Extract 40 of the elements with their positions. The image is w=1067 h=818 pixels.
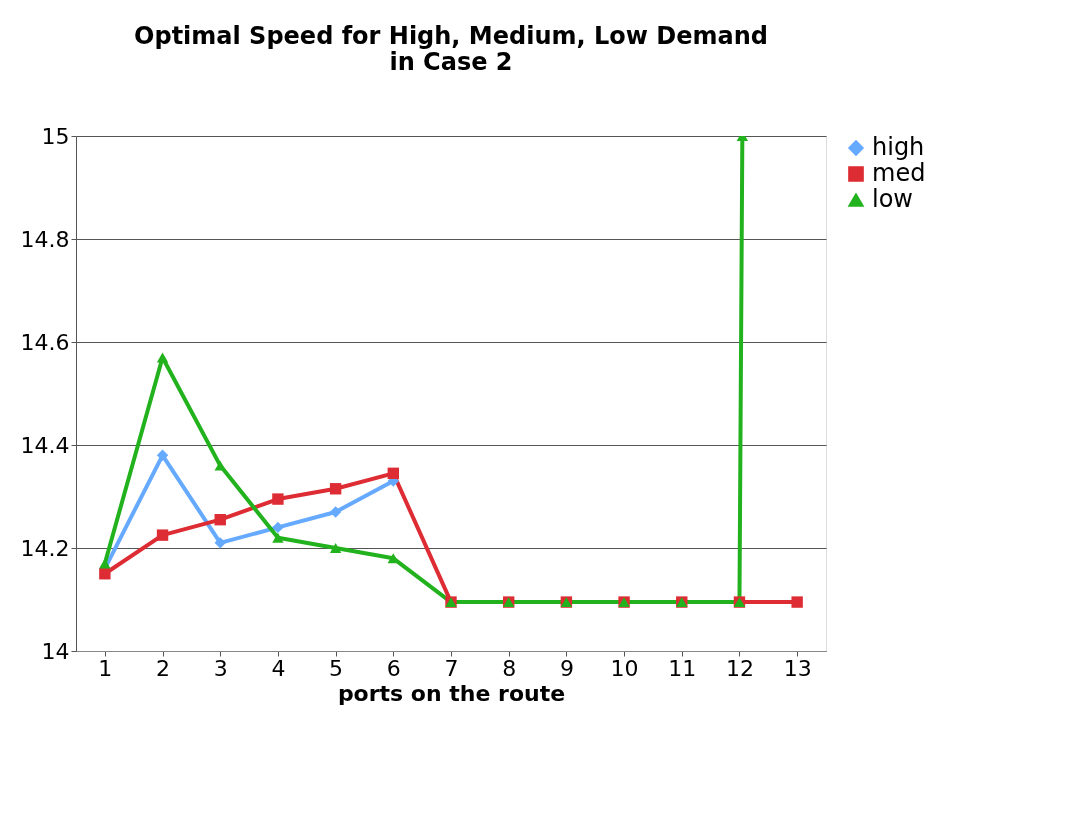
y-tick-label: 14 xyxy=(41,638,70,664)
x-tick-label: 8 xyxy=(502,655,517,681)
point xyxy=(156,449,169,461)
y-tick-label: 14.4 xyxy=(20,432,70,458)
x-tick-label: 9 xyxy=(559,655,574,681)
x-tick-label: 6 xyxy=(386,655,401,681)
x-tick-label: 4 xyxy=(271,655,286,681)
x-tick-label: 11 xyxy=(668,655,697,681)
point xyxy=(214,460,226,471)
x-tick-label: 13 xyxy=(783,655,812,681)
point xyxy=(272,493,284,505)
y-tick-label: 14.8 xyxy=(20,226,70,252)
legend-label: low xyxy=(872,185,913,213)
legend-label: med xyxy=(872,159,926,187)
y-tick-label: 15 xyxy=(41,123,70,149)
point xyxy=(329,506,342,518)
x-tick-label: 5 xyxy=(329,655,344,681)
point xyxy=(387,467,400,480)
x-tick-label: 10 xyxy=(610,655,639,681)
point xyxy=(99,558,111,569)
point xyxy=(329,543,342,553)
point xyxy=(214,513,226,526)
point xyxy=(791,596,803,608)
point xyxy=(156,352,169,363)
x-tick-label: 7 xyxy=(444,655,459,681)
x-axis-title: ports on the route xyxy=(337,680,566,706)
point xyxy=(214,537,226,549)
x-tick-label: 2 xyxy=(156,655,171,681)
y-tick-label: 14.2 xyxy=(20,535,70,561)
point xyxy=(272,532,284,543)
x-tick-label: 1 xyxy=(98,655,113,681)
point xyxy=(156,529,169,541)
point xyxy=(99,568,111,580)
chart-title: Optimal Speed for High, Medium, Low Demand in Case 2 xyxy=(134,22,768,76)
point xyxy=(329,483,342,495)
y-tick-label: 14.6 xyxy=(20,329,70,355)
x-tick-label: 3 xyxy=(213,655,228,681)
point xyxy=(272,521,284,534)
x-tick-label: 12 xyxy=(725,655,754,681)
legend-label: high xyxy=(872,133,925,161)
